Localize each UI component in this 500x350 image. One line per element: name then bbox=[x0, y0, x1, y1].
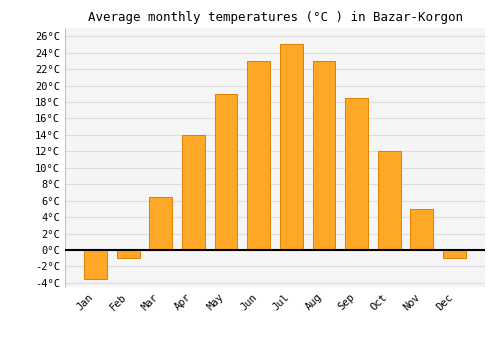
Bar bbox=[312, 61, 336, 250]
Bar bbox=[280, 44, 302, 250]
Bar bbox=[150, 197, 172, 250]
Bar bbox=[248, 61, 270, 250]
Bar bbox=[116, 250, 140, 258]
Bar bbox=[443, 250, 466, 258]
Bar bbox=[345, 98, 368, 250]
Bar bbox=[378, 151, 400, 250]
Bar bbox=[410, 209, 434, 250]
Bar bbox=[214, 94, 238, 250]
Bar bbox=[84, 250, 107, 279]
Bar bbox=[182, 135, 205, 250]
Title: Average monthly temperatures (°C ) in Bazar-Korgon: Average monthly temperatures (°C ) in Ba… bbox=[88, 11, 462, 24]
